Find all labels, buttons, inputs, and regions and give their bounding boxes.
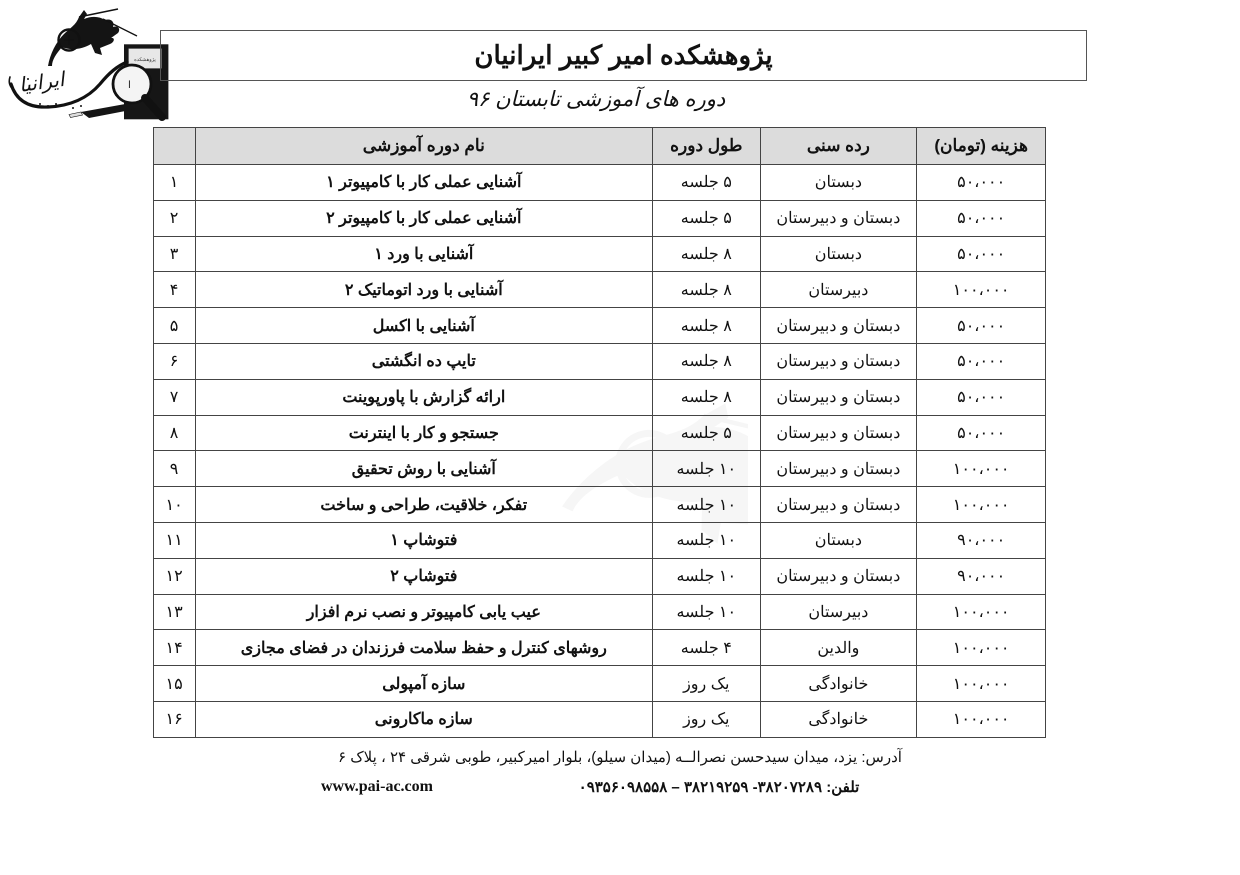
svg-text:پژوهشکده: پژوهشکده [134, 57, 156, 63]
svg-text:ا: ا [128, 80, 131, 91]
svg-text:ایرانیا: ایرانیا [18, 69, 68, 97]
